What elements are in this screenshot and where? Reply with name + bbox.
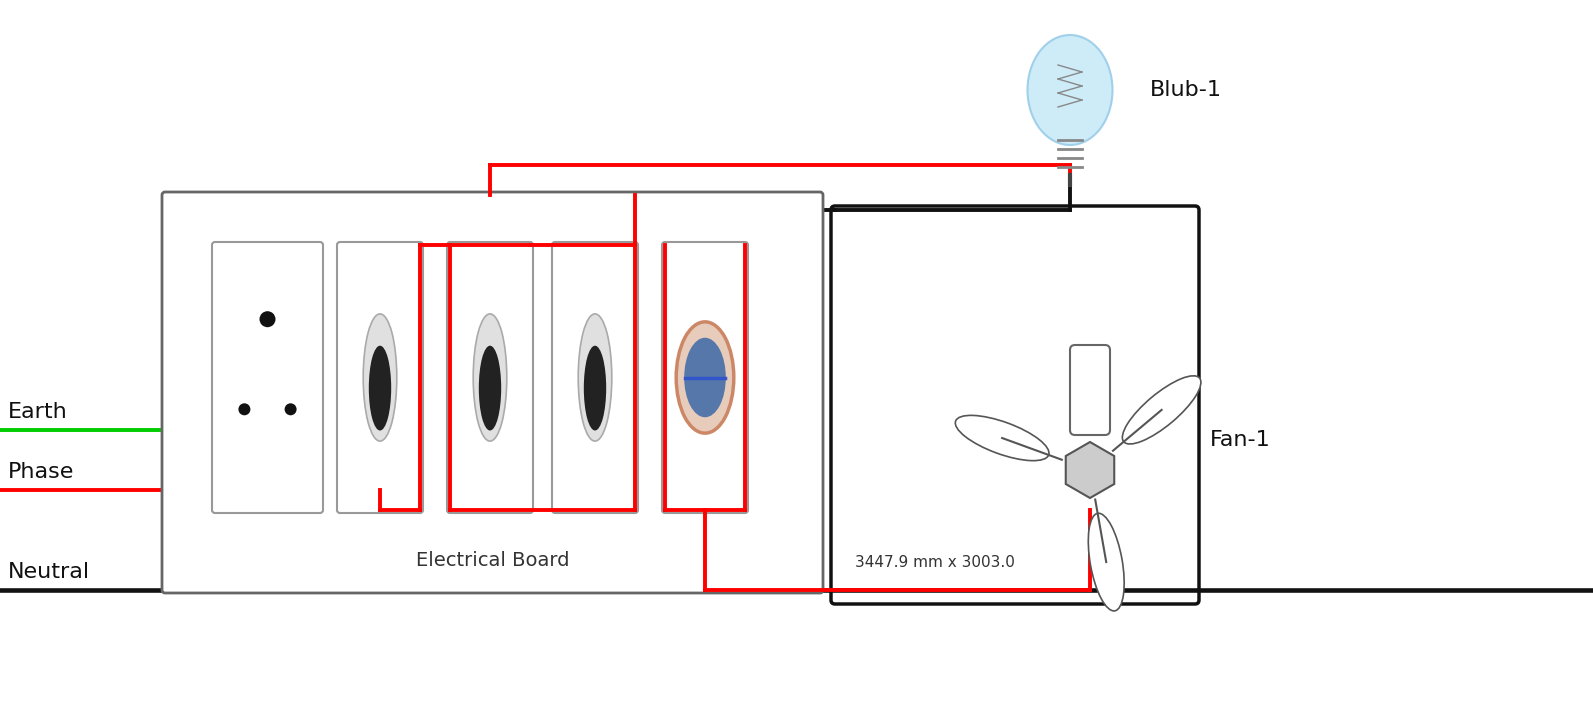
Ellipse shape (473, 314, 507, 441)
FancyBboxPatch shape (212, 242, 323, 513)
Ellipse shape (583, 345, 607, 430)
Ellipse shape (479, 345, 502, 430)
FancyBboxPatch shape (1070, 345, 1110, 435)
Ellipse shape (675, 322, 734, 433)
FancyBboxPatch shape (338, 242, 424, 513)
FancyBboxPatch shape (448, 242, 534, 513)
Text: Neutral: Neutral (8, 562, 91, 582)
Circle shape (285, 403, 296, 415)
Ellipse shape (370, 345, 392, 430)
Text: Fan-1: Fan-1 (1211, 430, 1271, 450)
Ellipse shape (956, 415, 1048, 461)
FancyBboxPatch shape (663, 242, 749, 513)
FancyBboxPatch shape (162, 192, 824, 593)
Ellipse shape (363, 314, 397, 441)
Text: Electrical Board: Electrical Board (416, 551, 569, 570)
Text: Blub-1: Blub-1 (1150, 80, 1222, 100)
Ellipse shape (685, 337, 726, 417)
FancyBboxPatch shape (553, 242, 639, 513)
Ellipse shape (1088, 513, 1125, 611)
Polygon shape (1066, 442, 1114, 498)
Ellipse shape (1123, 376, 1201, 444)
Circle shape (260, 311, 276, 327)
Text: Phase: Phase (8, 462, 75, 482)
Circle shape (239, 403, 250, 415)
Text: Earth: Earth (8, 402, 68, 422)
Ellipse shape (578, 314, 612, 441)
Text: 3447.9 mm x 3003.0: 3447.9 mm x 3003.0 (855, 555, 1015, 570)
Ellipse shape (1027, 35, 1112, 145)
